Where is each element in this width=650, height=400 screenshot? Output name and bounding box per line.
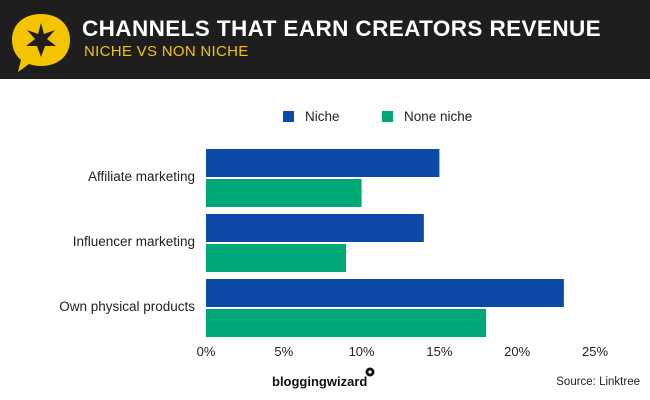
bar-niche-own-physical-products <box>206 279 564 307</box>
x-tick-label: 10% <box>349 344 375 359</box>
category-label-influencer-marketing: Influencer marketing <box>73 234 195 249</box>
legend-swatch-none-niche <box>382 111 393 122</box>
category-label-affiliate-marketing: Affiliate marketing <box>88 169 195 184</box>
bar-niche-influencer-marketing <box>206 214 424 242</box>
bar-chart: Niche None niche Affiliate marketing Influ… <box>59 109 609 359</box>
chart-legend: Niche None niche <box>283 109 472 124</box>
x-tick-label: 5% <box>274 344 293 359</box>
x-tick-label: 0% <box>197 344 216 359</box>
bar-none-niche-affiliate-marketing <box>206 179 362 207</box>
x-axis-ticks: 0% 5% 10% 15% 20% 25% <box>197 344 609 359</box>
source-note: Source: Linktree <box>556 376 640 388</box>
speech-bubble-star-icon <box>12 14 70 72</box>
legend-label-none-niche: None niche <box>404 109 472 124</box>
legend-swatch-niche <box>283 111 294 122</box>
page-subtitle: NICHE VS NON NICHE <box>84 43 249 60</box>
chart-bars <box>206 149 564 337</box>
header-banner: CHANNELS THAT EARN CREATORS REVENUE NICH… <box>0 0 650 79</box>
x-tick-label: 15% <box>426 344 452 359</box>
wizard-hat-icon <box>365 367 375 377</box>
x-tick-label: 25% <box>582 344 608 359</box>
bar-none-niche-influencer-marketing <box>206 244 347 272</box>
legend-label-niche: Niche <box>305 109 340 124</box>
category-label-own-physical-products: Own physical products <box>59 299 195 314</box>
category-labels: Affiliate marketing Influencer marketing O… <box>59 169 195 314</box>
bar-niche-affiliate-marketing <box>206 149 440 177</box>
x-tick-label: 20% <box>504 344 530 359</box>
bar-none-niche-own-physical-products <box>206 309 487 337</box>
brand-logo-text: bloggingwizard <box>272 374 368 389</box>
page-title: CHANNELS THAT EARN CREATORS REVENUE <box>82 16 602 41</box>
